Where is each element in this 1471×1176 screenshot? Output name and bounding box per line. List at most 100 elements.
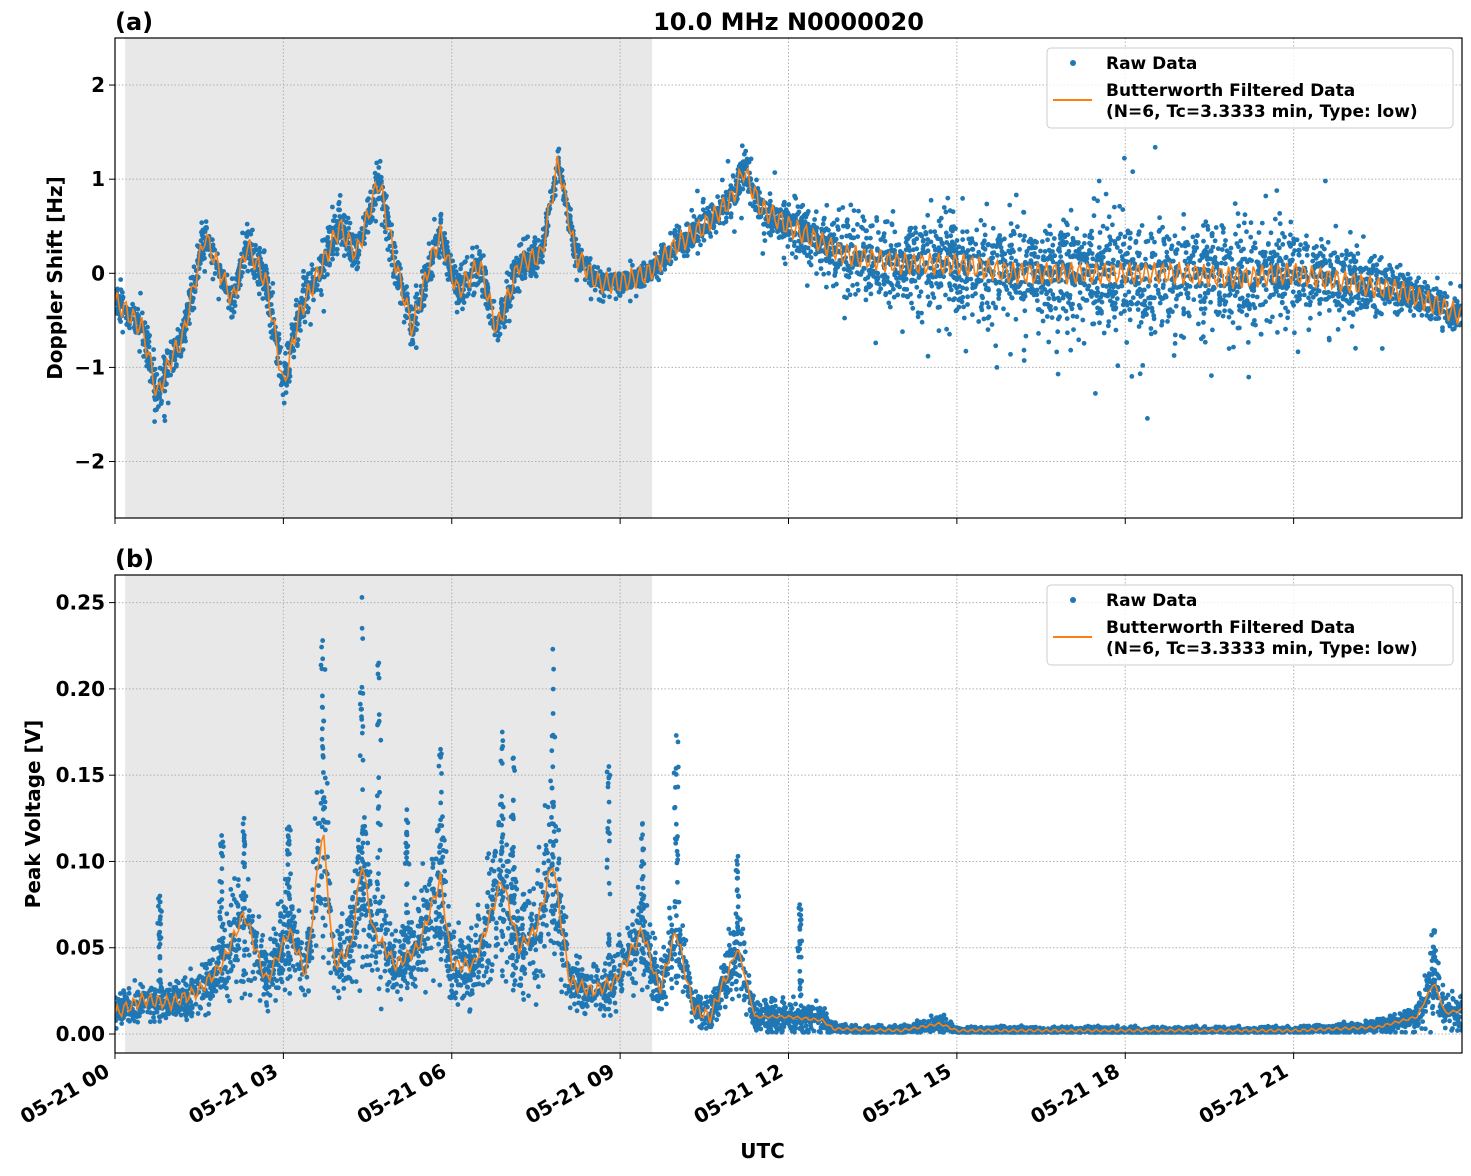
raw-data-point [772,170,777,175]
raw-data-point [1206,262,1211,267]
raw-data-point [1187,314,1192,319]
raw-data-point [1336,327,1341,332]
raw-data-point [145,325,150,330]
raw-data-point [980,295,985,300]
raw-data-point [319,292,324,297]
raw-data-point [1122,262,1127,267]
raw-data-point [1106,319,1111,324]
raw-data-point [1406,272,1411,277]
raw-data-point [1130,302,1135,307]
raw-data-point [438,213,443,218]
raw-data-point [1217,300,1222,305]
raw-data-point [840,205,845,210]
raw-data-point [277,332,282,337]
raw-data-point [1138,371,1143,376]
raw-data-point [1350,324,1355,329]
raw-data-point [878,237,883,242]
raw-data-point [1045,314,1050,319]
raw-data-point [686,248,691,253]
raw-data-point [634,294,639,299]
raw-data-point [805,283,810,288]
raw-data-point [1205,256,1210,261]
raw-data-point [1014,193,1019,198]
raw-data-point [1071,327,1076,332]
raw-data-point [270,281,275,286]
raw-data-point [348,221,353,226]
raw-data-point [836,227,841,232]
raw-data-point [1292,330,1297,335]
raw-data-point [821,272,826,277]
raw-data-point [731,174,736,179]
raw-data-point [1211,285,1216,290]
raw-data-point [922,225,927,230]
raw-data-point [1395,265,1400,270]
raw-data-point [1098,295,1103,300]
raw-data-point [729,211,734,216]
raw-data-point [614,296,619,301]
raw-data-point [1083,298,1088,303]
raw-data-point [1048,249,1053,254]
raw-data-point [762,231,767,236]
raw-data-point [1317,289,1322,294]
raw-data-point [1157,215,1162,220]
raw-data-point [812,217,817,222]
raw-data-point [853,292,858,297]
raw-data-point [1322,290,1327,295]
raw-data-point [1009,243,1014,248]
raw-data-point [376,165,381,170]
raw-data-point [587,280,592,285]
raw-data-point [760,251,765,256]
raw-data-point [1152,240,1157,245]
raw-data-point [487,313,492,318]
raw-data-point [1139,262,1144,267]
raw-data-point [984,287,989,292]
raw-data-point [855,222,860,227]
raw-data-point [1008,352,1013,357]
raw-data-point [241,264,246,269]
raw-data-point [137,349,142,354]
raw-data-point [256,253,261,258]
raw-data-point [904,277,909,282]
raw-data-point [1167,314,1172,319]
raw-data-point [1114,328,1119,333]
raw-data-point [337,208,342,213]
raw-data-point [808,225,813,230]
raw-data-point [1246,375,1251,380]
raw-data-point [802,248,807,253]
raw-data-point [983,247,988,252]
raw-data-point [1137,229,1142,234]
raw-data-point [1015,224,1020,229]
raw-data-point [911,247,916,252]
raw-data-point [1093,299,1098,304]
raw-data-point [1165,319,1170,324]
raw-data-point [1161,283,1166,288]
raw-data-point [1016,262,1021,267]
raw-data-point [335,247,340,252]
raw-data-point [901,293,906,298]
raw-data-point [1213,238,1218,243]
raw-data-point [1306,327,1311,332]
raw-data-point [377,179,382,184]
raw-data-point [702,238,707,243]
raw-data-point [1306,295,1311,300]
raw-data-point [689,208,694,213]
raw-data-point [1354,243,1359,248]
raw-data-point [986,327,991,332]
raw-data-point [1298,242,1303,247]
raw-data-point [1253,241,1258,246]
raw-data-point [1179,334,1184,339]
raw-data-point [342,253,347,258]
raw-data-point [939,216,944,221]
raw-data-point [851,236,856,241]
raw-data-point [1180,243,1185,248]
raw-data-point [1022,234,1027,239]
raw-data-point [819,258,824,263]
raw-data-point [1107,234,1112,239]
raw-data-point [1163,293,1168,298]
raw-data-point [474,245,479,250]
raw-data-point [785,244,790,249]
raw-data-point [952,283,957,288]
raw-data-point [183,339,188,344]
raw-data-point [1122,156,1127,161]
raw-data-point [655,275,660,280]
